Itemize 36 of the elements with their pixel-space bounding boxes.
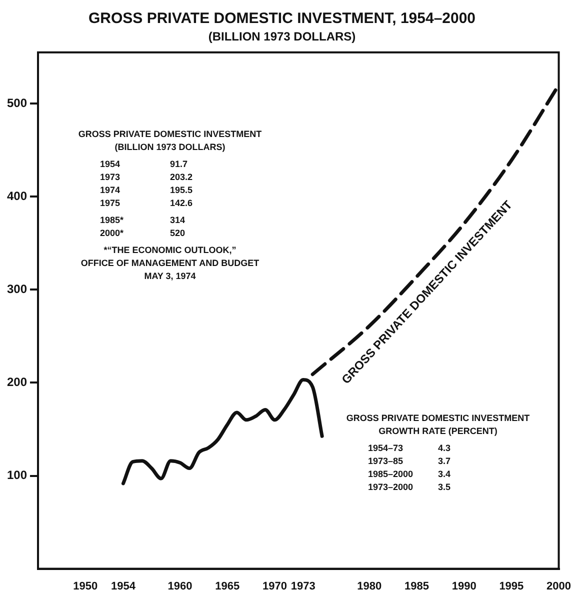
annotation: GROWTH RATE (PERCENT) xyxy=(378,425,498,438)
x-tick-label: 1970 xyxy=(262,580,287,592)
y-tick-label: 400 xyxy=(6,188,28,203)
x-tick-label: 1954 xyxy=(110,580,136,592)
annotation: (BILLION 1973 DOLLARS) xyxy=(114,141,226,154)
annotation: *“THE ECONOMIC OUTLOOK,” xyxy=(102,244,238,257)
x-tick-label: 1973 xyxy=(290,580,316,592)
text: 2000* 520 xyxy=(100,228,186,238)
y-tick-label: 200 xyxy=(6,375,28,390)
x-tick-label: 1960 xyxy=(168,580,192,592)
x-tick-label: 2000 xyxy=(546,580,572,592)
x-tick-label: 1985 xyxy=(404,580,429,592)
text: 1974 195.5 xyxy=(100,185,193,195)
chart-title: GROSS PRIVATE DOMESTIC INVESTMENT, 1954–2000 xyxy=(88,10,476,28)
x-tick-label: 1995 xyxy=(499,580,524,592)
annotation: GROSS PRIVATE DOMESTIC INVESTMENT xyxy=(345,412,531,425)
y-tick-label: 500 xyxy=(6,96,28,110)
text: 1973–85 3.7 xyxy=(368,456,451,466)
text: 1954 91.7 xyxy=(100,159,188,169)
x-tick-label: 1980 xyxy=(357,580,382,592)
annotation: GROSS PRIVATE DOMESTIC INVESTMENT xyxy=(77,128,263,141)
x-tick-label: 1990 xyxy=(452,580,476,592)
x-tick-label: 1965 xyxy=(215,580,240,592)
text: 1985* 314 xyxy=(100,215,186,225)
chart-subtitle: (BILLION 1973 DOLLARS) xyxy=(208,30,356,44)
annotation: OFFICE OF MANAGEMENT AND BUDGET xyxy=(80,257,260,270)
text: 1973–2000 3.5 xyxy=(368,482,451,492)
text: 1973 203.2 xyxy=(100,172,193,182)
annotation: MAY 3, 1974 xyxy=(143,270,197,283)
line-series xyxy=(121,378,324,486)
y-tick-label: 100 xyxy=(6,468,28,482)
text: 1954–73 4.3 xyxy=(368,443,451,453)
text: 1975 142.6 xyxy=(100,198,193,208)
x-tick-label: 1950 xyxy=(73,580,98,592)
y-tick-label: 300 xyxy=(6,282,28,296)
text: 1985–2000 3.4 xyxy=(368,469,451,479)
